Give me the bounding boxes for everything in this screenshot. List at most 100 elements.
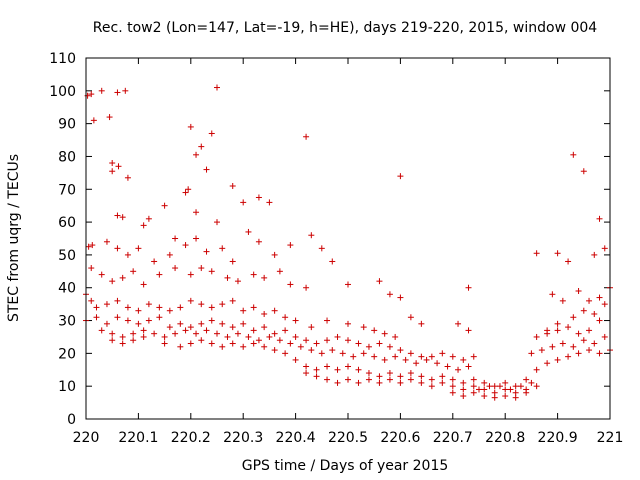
data-point <box>187 340 194 347</box>
data-point <box>407 314 414 321</box>
data-point <box>261 324 268 331</box>
data-point <box>93 314 100 321</box>
data-point <box>345 320 351 327</box>
data-point <box>512 394 519 401</box>
data-point <box>549 343 556 350</box>
data-point <box>386 343 393 350</box>
data-point <box>350 353 357 360</box>
data-point <box>140 281 147 288</box>
data-point <box>119 214 126 221</box>
data-point <box>282 350 289 357</box>
data-point <box>533 250 540 257</box>
y-tick-label: 80 <box>58 149 76 165</box>
data-point <box>455 320 462 327</box>
data-point <box>219 320 226 327</box>
data-point <box>523 376 530 383</box>
data-point <box>98 271 105 278</box>
data-point <box>88 91 95 98</box>
data-point <box>308 324 315 331</box>
y-tick-label: 0 <box>67 412 76 428</box>
data-point <box>229 258 236 265</box>
data-point <box>439 350 446 357</box>
y-tick-label: 10 <box>58 379 76 395</box>
data-point <box>570 343 577 350</box>
data-point <box>172 235 179 242</box>
data-point <box>580 168 587 175</box>
data-point <box>255 194 262 201</box>
data-point <box>198 337 205 344</box>
data-point <box>324 376 331 383</box>
data-point <box>470 353 477 360</box>
data-point <box>439 373 446 380</box>
data-point <box>476 386 482 393</box>
data-point <box>282 327 289 334</box>
data-point <box>208 130 215 137</box>
data-point <box>423 356 430 363</box>
data-point <box>418 353 425 360</box>
data-point <box>161 333 168 340</box>
data-point <box>208 304 215 311</box>
data-point <box>187 123 194 130</box>
data-point <box>313 366 320 373</box>
data-point <box>496 383 503 390</box>
data-point <box>554 250 561 257</box>
data-point <box>292 333 299 340</box>
data-point <box>481 379 488 386</box>
data-point <box>303 370 310 377</box>
data-point <box>271 307 278 314</box>
data-point <box>365 343 372 350</box>
data-point <box>407 350 414 357</box>
data-point <box>250 340 257 347</box>
data-point <box>271 330 278 337</box>
data-point <box>261 274 268 281</box>
y-tick-label: 30 <box>58 314 76 330</box>
data-point <box>386 291 393 298</box>
y-tick-label: 50 <box>58 248 76 264</box>
data-point <box>570 151 577 158</box>
data-point <box>334 366 341 373</box>
data-point <box>135 307 142 314</box>
data-point <box>240 199 247 206</box>
data-point <box>166 251 173 258</box>
data-point <box>156 304 163 311</box>
data-point <box>465 327 472 334</box>
data-point <box>455 366 462 373</box>
data-point <box>308 347 315 354</box>
data-point <box>308 232 315 239</box>
data-point <box>135 245 142 252</box>
data-point <box>287 281 294 288</box>
data-point <box>234 330 241 337</box>
data-point <box>502 393 509 400</box>
data-point <box>559 340 566 347</box>
data-point <box>229 297 236 304</box>
data-point <box>119 340 126 347</box>
data-point <box>486 383 493 390</box>
data-point <box>397 347 404 354</box>
data-point <box>449 376 456 383</box>
y-axis-label: STEC from uqrg / TECUs <box>6 154 22 322</box>
data-point <box>198 265 205 272</box>
data-point <box>266 199 273 206</box>
data-point <box>214 219 220 226</box>
data-point <box>371 327 378 334</box>
data-point <box>596 215 603 222</box>
y-tick-label: 100 <box>49 84 76 100</box>
data-point <box>276 268 283 275</box>
data-point <box>502 379 509 386</box>
data-point <box>203 327 210 334</box>
data-point <box>460 386 467 393</box>
data-point <box>575 330 582 337</box>
data-point <box>172 265 179 272</box>
data-point <box>407 376 414 383</box>
data-point <box>554 356 561 363</box>
data-point <box>266 333 273 340</box>
data-point <box>115 163 122 170</box>
data-point <box>245 228 252 235</box>
data-point <box>172 330 179 337</box>
y-tick-label: 20 <box>58 346 76 362</box>
data-point <box>502 386 509 393</box>
data-point <box>130 337 137 344</box>
data-point <box>355 379 362 386</box>
data-point <box>177 304 184 311</box>
data-point <box>591 251 598 258</box>
